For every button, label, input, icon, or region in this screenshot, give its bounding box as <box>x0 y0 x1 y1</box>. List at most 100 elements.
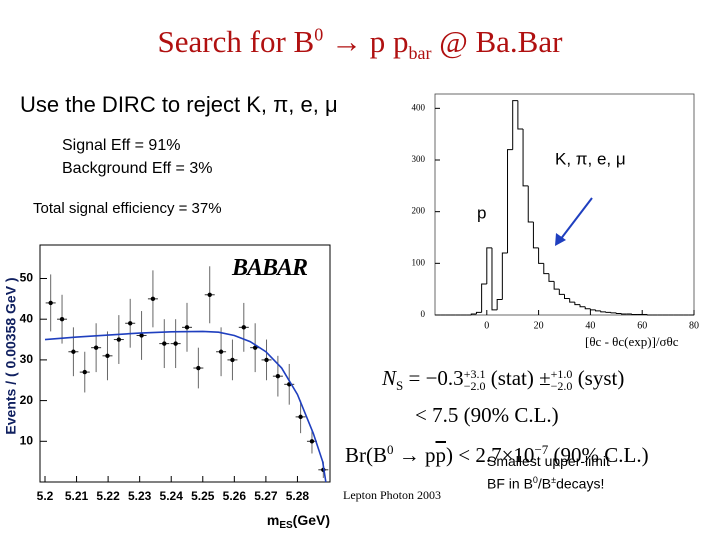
x-label-part: (GeV) <box>293 512 330 528</box>
x-tick-label: 5.24 <box>160 489 184 503</box>
formula: (stat) ± <box>490 366 551 390</box>
hist-bin <box>496 299 503 310</box>
y-tick-label: 20 <box>20 393 34 407</box>
arrow-head <box>555 233 566 246</box>
point <box>298 414 303 420</box>
y-tick-label: 100 <box>412 257 426 267</box>
point <box>207 292 212 297</box>
hist-bin <box>610 312 617 314</box>
x-tick-label: 5.25 <box>191 489 215 503</box>
formula: Br(B <box>345 443 387 467</box>
point <box>48 300 53 306</box>
hist-bin <box>589 308 596 311</box>
y-tick-label: 300 <box>412 154 426 164</box>
y-tick-label: 400 <box>412 102 426 112</box>
x-label-part: ES <box>279 520 293 531</box>
hist-bin <box>517 100 524 130</box>
point <box>196 365 201 371</box>
x-tick-label: 40 <box>585 320 595 331</box>
note-text: ± <box>551 475 557 485</box>
formula: −2.0 <box>550 379 573 394</box>
hist-bin <box>532 222 539 249</box>
x-tick-label: 0 <box>484 320 489 331</box>
hist-bin <box>486 247 492 284</box>
point <box>241 325 246 330</box>
hist-bin <box>584 306 591 310</box>
x-tick-label: 20 <box>534 320 544 331</box>
hist-bin <box>512 100 518 150</box>
point <box>59 316 65 322</box>
point <box>105 353 110 359</box>
hist-bin <box>507 149 513 253</box>
title-sup: 0 <box>314 24 324 45</box>
x-axis-label: [θc - θc(exp)]/σθc <box>585 334 679 349</box>
background-eff: Background Eff = 3% <box>62 160 213 177</box>
point <box>82 369 87 375</box>
formula: 0 <box>387 442 394 457</box>
hist-bin <box>475 311 482 314</box>
y-axis-label: Events / ( 0.00358 GeV ) <box>3 277 19 434</box>
y-tick-label: 30 <box>20 352 34 366</box>
x-tick-label: 5.21 <box>65 489 89 503</box>
fit-curve <box>44 330 327 483</box>
title-sub: bar <box>408 43 432 64</box>
title-text: Search for B <box>157 24 315 59</box>
y-tick-label: 0 <box>421 309 426 319</box>
x-axis-label: mES(GeV) <box>267 512 330 531</box>
y-tick-label: 200 <box>412 206 426 216</box>
formula: −7 <box>534 442 549 457</box>
hist-bin <box>595 309 601 312</box>
point <box>230 357 235 363</box>
formula: N <box>382 366 397 390</box>
hist-bin <box>564 294 570 299</box>
hist-bin <box>470 313 477 315</box>
hist-bin <box>553 281 560 290</box>
formula: +3.1 <box>463 367 486 382</box>
annotation: K, π, e, μ <box>555 149 626 168</box>
formula: = −0.3 <box>403 366 464 390</box>
hist-bin <box>491 247 498 311</box>
formula: S <box>396 378 404 394</box>
hist-bin <box>569 298 575 303</box>
point <box>128 321 133 326</box>
x-tick-label: 5.22 <box>96 489 120 503</box>
hist-bin <box>481 283 487 313</box>
note-text: Smallest upper-limit <box>487 453 610 469</box>
hist-bin <box>574 302 581 306</box>
hist-bin <box>605 311 612 313</box>
x-tick-label: 60 <box>637 320 647 331</box>
hist-bin <box>646 314 653 316</box>
point <box>139 333 144 338</box>
ns-line: NS = −0.3 +3.1 −2.0 (stat) ± +1.0 −2.0 (syst… <box>382 366 624 394</box>
point <box>162 341 167 346</box>
x-tick-label: 5.26 <box>223 489 247 503</box>
title-text: @ Ba.Bar <box>431 24 563 59</box>
hist-bin <box>538 247 544 264</box>
note-text: decays! <box>556 475 605 492</box>
point <box>173 341 178 346</box>
note: Smallest upper-limit BF in B0/B±decays! <box>487 452 610 494</box>
y-tick-label: 40 <box>20 311 34 325</box>
hist-bin <box>615 312 622 314</box>
point <box>264 357 269 363</box>
hist-bin <box>631 313 638 315</box>
formula: → p <box>393 443 436 467</box>
point <box>71 349 76 354</box>
point <box>218 349 224 354</box>
hist-bin <box>620 313 627 315</box>
formula: (90% C.L.) <box>548 443 649 467</box>
formula: p <box>435 443 447 467</box>
x-label-part: m <box>267 512 279 528</box>
x-tick-label: 5.2 <box>37 489 54 503</box>
hist-bin <box>548 273 555 282</box>
note-text: /B <box>537 475 552 492</box>
signal-eff: Signal Eff = 91% <box>62 137 181 154</box>
hist-bin <box>579 304 586 308</box>
point <box>309 439 315 444</box>
formula: +1.0 <box>550 367 573 382</box>
hist-bin <box>600 310 606 313</box>
point <box>252 345 258 350</box>
point <box>275 373 281 379</box>
